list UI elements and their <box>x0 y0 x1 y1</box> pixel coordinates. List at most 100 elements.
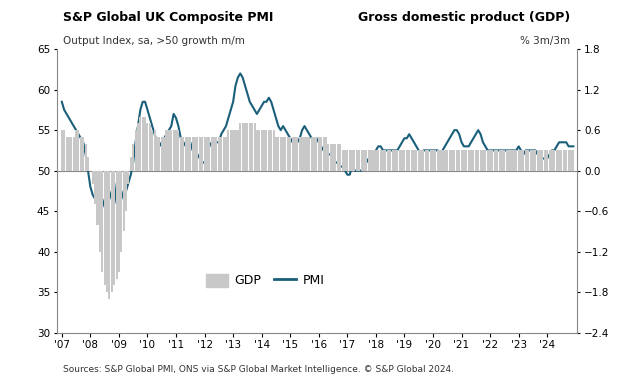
Bar <box>484 150 486 170</box>
Bar <box>430 150 432 170</box>
Bar <box>451 150 453 170</box>
Bar <box>292 137 294 170</box>
Bar <box>325 137 327 170</box>
Bar <box>334 144 337 170</box>
Bar <box>275 137 277 170</box>
Bar <box>172 130 174 170</box>
Bar <box>389 150 391 170</box>
Bar <box>197 137 198 170</box>
Bar <box>380 150 382 170</box>
Bar <box>232 130 234 170</box>
Bar <box>536 150 539 170</box>
Bar <box>361 150 363 170</box>
Bar <box>396 150 398 170</box>
Bar <box>168 130 170 170</box>
Bar <box>180 137 182 170</box>
Bar <box>363 150 365 170</box>
Bar <box>342 150 344 170</box>
Bar <box>296 137 299 170</box>
Bar <box>94 170 96 204</box>
Bar <box>377 150 379 170</box>
Bar <box>301 137 303 170</box>
Bar <box>146 123 148 170</box>
Bar <box>108 170 110 299</box>
Bar <box>280 137 281 170</box>
Bar <box>411 150 413 170</box>
Bar <box>510 150 512 170</box>
Bar <box>477 150 479 170</box>
Bar <box>118 170 120 272</box>
Bar <box>330 144 332 170</box>
Bar <box>494 150 496 170</box>
Bar <box>84 144 87 170</box>
Bar <box>392 150 394 170</box>
Bar <box>73 137 75 170</box>
Bar <box>218 137 220 170</box>
Bar <box>403 150 406 170</box>
Bar <box>567 150 569 170</box>
Bar <box>63 130 65 170</box>
Bar <box>120 170 122 252</box>
Bar <box>130 157 132 170</box>
Bar <box>247 123 249 170</box>
Bar <box>242 123 243 170</box>
Bar <box>113 170 115 285</box>
Bar <box>306 137 308 170</box>
Bar <box>489 150 491 170</box>
Bar <box>209 137 210 170</box>
Bar <box>184 137 186 170</box>
Bar <box>261 130 262 170</box>
Bar <box>482 150 484 170</box>
Bar <box>323 137 325 170</box>
Bar <box>87 157 89 170</box>
Bar <box>525 150 527 170</box>
Bar <box>368 150 370 170</box>
Bar <box>346 150 348 170</box>
Bar <box>144 117 146 170</box>
Bar <box>230 130 232 170</box>
Bar <box>551 150 553 170</box>
Bar <box>225 137 227 170</box>
Bar <box>387 150 389 170</box>
Bar <box>142 117 144 170</box>
Bar <box>99 170 101 252</box>
Bar <box>506 150 508 170</box>
Bar <box>318 137 320 170</box>
Bar <box>413 150 415 170</box>
Bar <box>190 137 191 170</box>
Bar <box>313 137 315 170</box>
Bar <box>270 130 272 170</box>
Bar <box>61 130 63 170</box>
Bar <box>289 137 291 170</box>
Bar <box>479 150 482 170</box>
Bar <box>570 150 572 170</box>
Bar <box>256 130 258 170</box>
Bar <box>456 150 458 170</box>
Bar <box>458 150 460 170</box>
Text: Gross domestic product (GDP): Gross domestic product (GDP) <box>358 11 571 24</box>
Bar <box>82 137 84 170</box>
Bar <box>199 137 201 170</box>
Bar <box>210 137 213 170</box>
Bar <box>534 150 536 170</box>
Bar <box>277 137 280 170</box>
Bar <box>420 150 422 170</box>
Bar <box>356 150 358 170</box>
Bar <box>503 150 505 170</box>
Bar <box>453 150 455 170</box>
Bar <box>349 150 351 170</box>
Bar <box>235 130 236 170</box>
Bar <box>204 137 205 170</box>
Bar <box>308 137 310 170</box>
Bar <box>382 150 384 170</box>
Bar <box>475 150 477 170</box>
Bar <box>161 137 163 170</box>
Bar <box>249 123 251 170</box>
Bar <box>137 123 139 170</box>
Text: % 3m/3m: % 3m/3m <box>521 36 571 46</box>
Bar <box>527 150 529 170</box>
Bar <box>444 150 446 170</box>
Bar <box>285 137 287 170</box>
Bar <box>573 150 574 170</box>
Bar <box>182 137 184 170</box>
